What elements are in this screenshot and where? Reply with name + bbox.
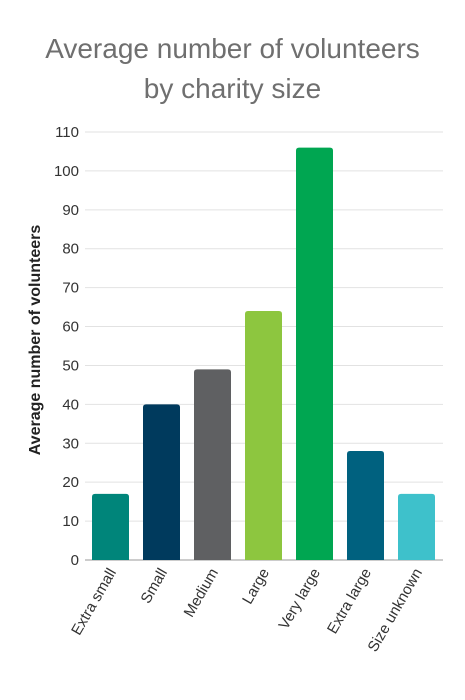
y-tick-label: 110	[55, 124, 79, 141]
y-tick-label: 80	[62, 241, 79, 258]
y-tick-label: 90	[62, 202, 79, 219]
x-tick-label: Very large	[275, 566, 323, 633]
y-tick-label: 10	[62, 513, 79, 530]
bar-small	[143, 404, 180, 560]
x-tick-label: Extra small	[68, 566, 120, 639]
y-tick-label: 30	[62, 435, 79, 452]
x-tick-labels: Extra small Small Medium Large Very large Ext…	[68, 566, 426, 655]
y-tick-label: 100	[54, 163, 79, 180]
bar-size-unknown	[398, 493, 435, 560]
y-tick-label: 40	[62, 396, 79, 413]
chart-title-line-1: Average number of volunteers	[45, 33, 420, 64]
y-tick-label: 60	[62, 319, 79, 336]
y-tick-label: 70	[62, 280, 79, 297]
x-tick-label: Large	[239, 566, 273, 608]
x-tick-label: Size unknown	[365, 566, 426, 655]
x-tick-label: Extra large	[324, 566, 375, 637]
y-tick-label: 50	[62, 357, 79, 374]
bar-very-large	[296, 147, 333, 560]
y-tick-label: 20	[62, 474, 79, 491]
bar-large	[245, 310, 282, 560]
x-tick-label: Small	[137, 566, 170, 607]
chart-title-line-2: by charity size	[143, 73, 322, 104]
y-tick-label: 0	[71, 552, 79, 569]
bar-extra-large	[347, 451, 384, 560]
y-axis-label: Average number of volunteers	[27, 225, 44, 456]
y-tick-labels: 0 10 20 30 40 50 60 70 80 90 100 110	[54, 124, 79, 569]
bars	[92, 147, 435, 560]
x-tick-label: Medium	[181, 566, 222, 621]
bar-extra-small	[92, 493, 129, 560]
bar-medium	[194, 369, 231, 560]
